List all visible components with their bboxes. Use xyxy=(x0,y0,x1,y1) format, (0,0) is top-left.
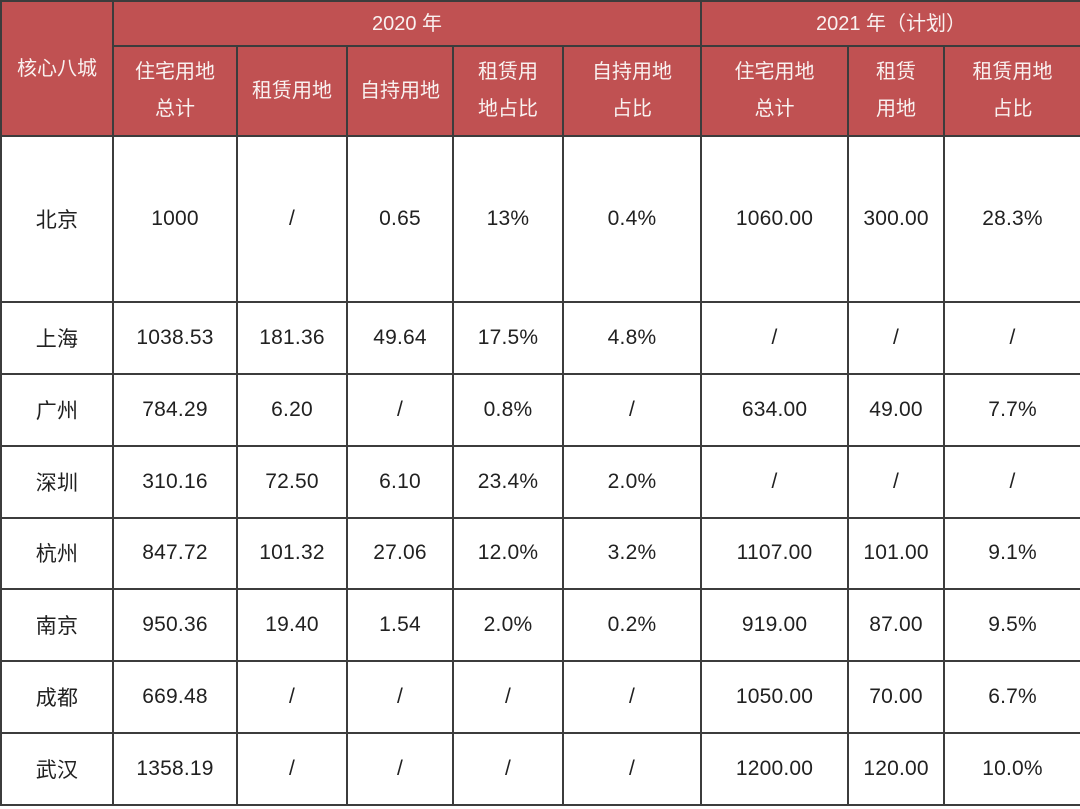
value-cell: 49.64 xyxy=(346,300,454,375)
city-cell: 杭州 xyxy=(0,516,114,591)
group-header-2021-plan: 2021 年（计划） xyxy=(700,0,1080,47)
city-cell: 武汉 xyxy=(0,732,114,806)
value-cell: 4.8% xyxy=(561,300,703,375)
value-cell: 6.10 xyxy=(346,444,454,519)
value-cell: 669.48 xyxy=(112,660,238,735)
value-cell: 17.5% xyxy=(452,300,564,375)
table-row: 北京 1000/0.65 13% 0.4% 1060.00 300.00 28.3% xyxy=(0,135,1080,303)
col-header-2020-rental-land: 租赁用地 xyxy=(236,45,348,137)
value-cell: 1050.00 xyxy=(700,660,850,735)
value-cell: 634.00 xyxy=(700,372,850,447)
value-cell: 9.5% xyxy=(943,588,1080,663)
value-cell: 2.0% xyxy=(452,588,564,663)
table-header: 核心八城 2020 年 2021 年（计划） 住宅用地 总计 租赁用地 自持用地… xyxy=(0,0,1080,137)
col-header-2021-residential-total: 住宅用地 总计 xyxy=(700,45,850,137)
value-cell: 87.00 xyxy=(847,588,946,663)
value-cell: / xyxy=(346,732,454,806)
table-row: 杭州 847.72 101.32 27.06 12.0% 3.2% 1107.00 101.0… xyxy=(0,516,1080,591)
value-cell: 1358.19 xyxy=(112,732,238,806)
city-cell: 深圳 xyxy=(0,444,114,519)
col-header-2021-rental-land: 租赁 用地 xyxy=(847,45,946,137)
value-cell: 847.72 xyxy=(112,516,238,591)
value-cell: 101.32 xyxy=(236,516,348,591)
value-cell: 27.06 xyxy=(346,516,454,591)
sub-header-row: 住宅用地 总计 租赁用地 自持用地 租赁用 地占比 自持用地 占比 住宅用地 总… xyxy=(1,45,1080,137)
city-cell: 广州 xyxy=(0,372,114,447)
city-cell: 上海 xyxy=(0,300,114,375)
value-cell: 919.00 xyxy=(700,588,850,663)
value-cell: / xyxy=(943,300,1080,375)
value-cell: / xyxy=(346,372,454,447)
table-row: 深圳 310.16 72.50 6.10 23.4% 2.0% / / / xyxy=(0,444,1080,519)
value-cell: / xyxy=(346,660,454,735)
value-cell: 19.40 xyxy=(236,588,348,663)
value-cell: 1060.00 xyxy=(700,135,850,303)
table-row: 南京 950.36 19.40 1.54 2.0% 0.2% 919.00 87.00 9.5% xyxy=(0,588,1080,663)
value-cell: 0.4% xyxy=(561,135,703,303)
table-row: 成都 669.48// //1050.00 70.00 6.7% xyxy=(0,660,1080,735)
table-body: 北京 1000/0.65 13% 0.4% 1060.00 300.00 28.3% 上海 10… xyxy=(0,135,1080,806)
group-header-2020: 2020 年 xyxy=(111,0,703,47)
value-cell: 1.54 xyxy=(346,588,454,663)
value-cell: / xyxy=(236,732,348,806)
table-row: 上海 1038.53 181.36 49.64 17.5% 4.8% / / / xyxy=(0,300,1080,375)
value-cell: 7.7% xyxy=(943,372,1080,447)
value-cell: 101.00 xyxy=(847,516,946,591)
value-cell: 1200.00 xyxy=(700,732,850,806)
value-cell: 120.00 xyxy=(847,732,946,806)
value-cell: / xyxy=(700,300,850,375)
value-cell: 28.3% xyxy=(943,135,1080,303)
city-cell: 成都 xyxy=(0,660,114,735)
value-cell: 10.0% xyxy=(943,732,1080,806)
value-cell: 23.4% xyxy=(452,444,564,519)
col-header-2020-residential-total: 住宅用地 总计 xyxy=(112,45,238,137)
value-cell: / xyxy=(236,135,348,303)
value-cell: 300.00 xyxy=(847,135,946,303)
value-cell: 1038.53 xyxy=(112,300,238,375)
value-cell: / xyxy=(452,660,564,735)
value-cell: / xyxy=(561,372,703,447)
value-cell: 1000 xyxy=(112,135,238,303)
value-cell: / xyxy=(561,660,703,735)
value-cell: / xyxy=(943,444,1080,519)
col-header-2020-rental-share: 租赁用 地占比 xyxy=(452,45,564,137)
value-cell: 310.16 xyxy=(112,444,238,519)
group-header-row: 核心八城 2020 年 2021 年（计划） xyxy=(0,0,1080,137)
col-header-2020-selfheld-share: 自持用地 占比 xyxy=(561,45,703,137)
value-cell: / xyxy=(847,444,946,519)
value-cell: / xyxy=(847,300,946,375)
value-cell: 1107.00 xyxy=(700,516,850,591)
value-cell: 0.2% xyxy=(561,588,703,663)
value-cell: 9.1% xyxy=(943,516,1080,591)
value-cell: 0.8% xyxy=(452,372,564,447)
value-cell: 6.7% xyxy=(943,660,1080,735)
col-header-2020-selfheld-land: 自持用地 xyxy=(346,45,454,137)
city-cell: 北京 xyxy=(0,135,114,303)
table-row: 武汉 1358.19// //1200.00 120.00 10.0% xyxy=(0,732,1080,806)
value-cell: 72.50 xyxy=(236,444,348,519)
value-cell: 2.0% xyxy=(561,444,703,519)
value-cell: / xyxy=(700,444,850,519)
corner-header-cell: 核心八城 xyxy=(0,0,114,137)
value-cell: 6.20 xyxy=(236,372,348,447)
value-cell: 950.36 xyxy=(112,588,238,663)
value-cell: 13% xyxy=(452,135,564,303)
table-row: 广州 784.29 6.20/0.8%/634.00 49.00 7.7% xyxy=(0,372,1080,447)
value-cell: / xyxy=(236,660,348,735)
value-cell: 12.0% xyxy=(452,516,564,591)
city-cell: 南京 xyxy=(0,588,114,663)
value-cell: / xyxy=(452,732,564,806)
value-cell: 70.00 xyxy=(847,660,946,735)
value-cell: 784.29 xyxy=(112,372,238,447)
value-cell: / xyxy=(561,732,703,806)
value-cell: 3.2% xyxy=(561,516,703,591)
value-cell: 0.65 xyxy=(346,135,454,303)
value-cell: 181.36 xyxy=(236,300,348,375)
value-cell: 49.00 xyxy=(847,372,946,447)
col-header-2021-rental-share: 租赁用地 占比 xyxy=(943,45,1080,137)
